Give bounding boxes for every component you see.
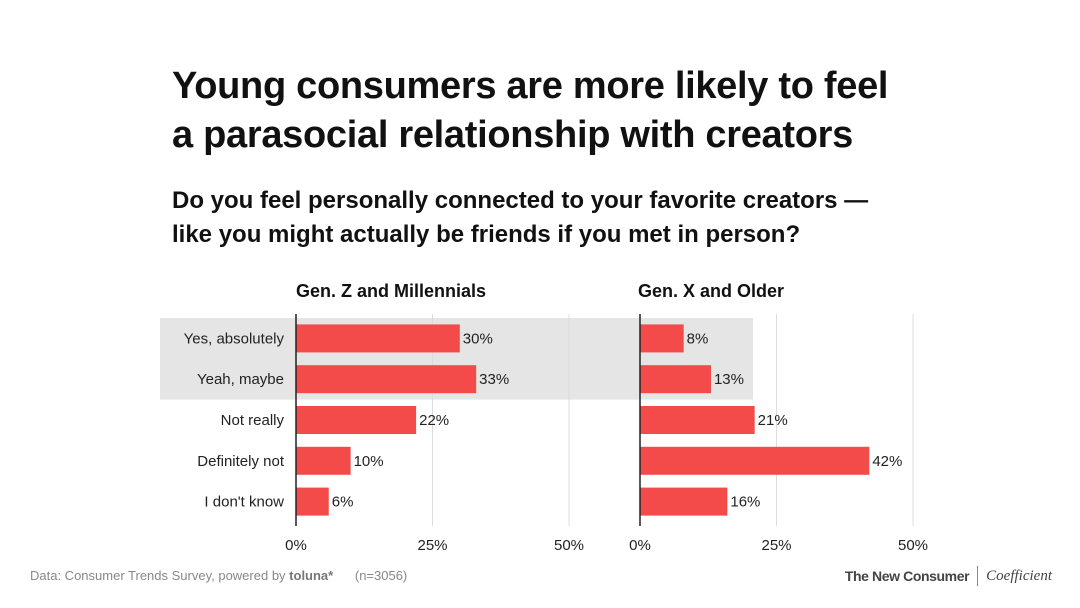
value-label: 10%	[354, 453, 384, 470]
bar	[640, 365, 711, 394]
value-label: 22%	[419, 412, 449, 429]
x-tick-label: 0%	[629, 537, 651, 554]
bar	[640, 446, 870, 475]
category-label: I don't know	[204, 494, 284, 511]
the-new-consumer-logo: The New Consumer	[844, 568, 970, 584]
subtitle-line-1: Do you feel personally connected to your…	[172, 187, 869, 214]
logo-divider	[977, 566, 979, 586]
value-label: 33%	[479, 371, 509, 388]
value-label: 13%	[714, 371, 744, 388]
x-tick-label: 50%	[898, 537, 928, 554]
value-label: 6%	[332, 494, 354, 511]
subtitle-line-2: like you might actually be friends if yo…	[172, 221, 801, 248]
category-label: Definitely not	[197, 453, 285, 470]
source-text: Data: Consumer Trends Survey, powered by	[30, 568, 286, 583]
bar	[296, 365, 477, 394]
x-tick-label: 50%	[554, 537, 584, 554]
x-tick-label: 0%	[285, 537, 307, 554]
chart-subtitle: Do you feel personally connected to your…	[172, 184, 1032, 252]
x-tick-label: 25%	[761, 537, 791, 554]
value-label: 42%	[872, 453, 902, 470]
bar	[296, 324, 460, 353]
bar-chart: Yes, absolutely Yeah, maybe Not really Defi…	[160, 281, 928, 554]
category-label: Not really	[221, 412, 285, 429]
bar	[640, 406, 755, 434]
bar	[296, 487, 329, 516]
series-header: Gen. X and Older	[638, 281, 784, 301]
title-line-1: Young consumers are more likely to feel	[172, 65, 889, 107]
source-brand: toluna*	[289, 568, 334, 583]
value-label: 8%	[687, 330, 709, 347]
value-label: 21%	[758, 412, 788, 429]
bar	[640, 487, 728, 516]
value-label: 30%	[463, 330, 493, 347]
sample-size: (n=3056)	[354, 568, 408, 583]
x-tick-label: 25%	[417, 537, 447, 554]
publisher-logos: The New Consumer Coefficient	[845, 566, 1052, 586]
bar	[640, 324, 684, 353]
category-label: Yes, absolutely	[184, 330, 285, 347]
value-label: 16%	[730, 494, 760, 511]
chart-title: Young consumers are more likely to feel …	[172, 62, 1032, 160]
category-label: Yeah, maybe	[197, 371, 284, 388]
series-header: Gen. Z and Millennials	[296, 281, 486, 301]
bar	[296, 446, 351, 475]
title-line-2: a parasocial relationship with creators	[172, 114, 853, 156]
bar	[296, 406, 417, 434]
data-source-note: Data: Consumer Trends Survey, powered by…	[30, 568, 407, 583]
coefficient-logo: Coefficient	[986, 567, 1052, 584]
